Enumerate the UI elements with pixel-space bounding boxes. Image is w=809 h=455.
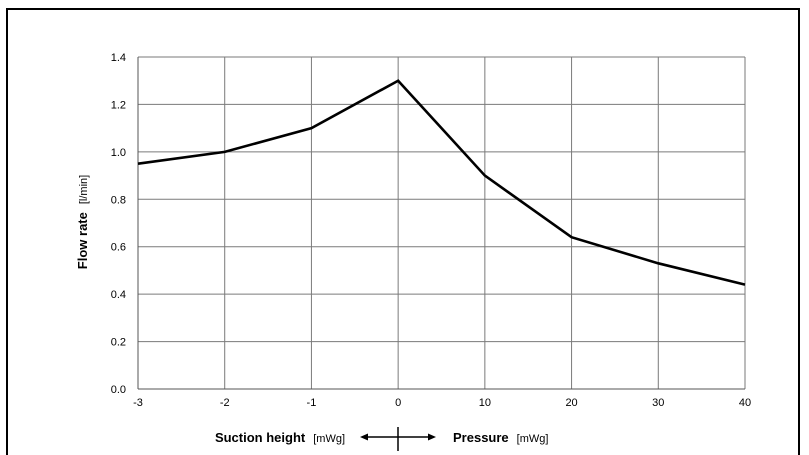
suction-height-label: Suction height xyxy=(215,430,306,445)
y-axis-label: Flow rate xyxy=(75,212,90,269)
pressure-unit: [mWg] xyxy=(517,433,549,445)
y-tick-label: 0.2 xyxy=(111,337,126,349)
y-tick-label: 0.6 xyxy=(111,242,126,254)
y-tick-label: 1.2 xyxy=(111,99,126,111)
double-arrow-icon xyxy=(360,427,436,451)
x-tick-label: -2 xyxy=(220,397,230,409)
flow-rate-line xyxy=(137,79,746,286)
suction-height-unit: [mWg] xyxy=(313,433,345,445)
x-tick-labels: -3 -2 -1 0 10 20 30 40 xyxy=(133,397,751,409)
x-axis-title-right: Pressure [mWg] xyxy=(453,429,548,446)
pressure-label: Pressure xyxy=(453,430,509,445)
x-tick-label: 10 xyxy=(479,397,491,409)
x-tick-label: 40 xyxy=(739,397,751,409)
y-tick-labels: 0.0 0.2 0.4 0.6 0.8 1.0 1.2 1.4 xyxy=(111,52,126,396)
y-tick-label: 1.4 xyxy=(111,52,126,64)
y-tick-label: 0.4 xyxy=(111,289,126,301)
x-tick-label: -1 xyxy=(307,397,317,409)
y-tick-label: 0.0 xyxy=(111,384,126,396)
y-axis-title: Flow rate [l/min] xyxy=(74,175,91,269)
x-tick-label: 20 xyxy=(565,397,577,409)
y-axis-unit: [l/min] xyxy=(78,175,90,204)
y-tick-label: 0.8 xyxy=(111,194,126,206)
data-series xyxy=(137,79,746,286)
x-axis-title-left: Suction height [mWg] xyxy=(215,429,345,446)
y-tick-label: 1.0 xyxy=(111,147,126,159)
x-tick-label: 0 xyxy=(395,397,401,409)
x-tick-label: -3 xyxy=(133,397,143,409)
grid xyxy=(137,56,746,390)
x-tick-label: 30 xyxy=(652,397,664,409)
